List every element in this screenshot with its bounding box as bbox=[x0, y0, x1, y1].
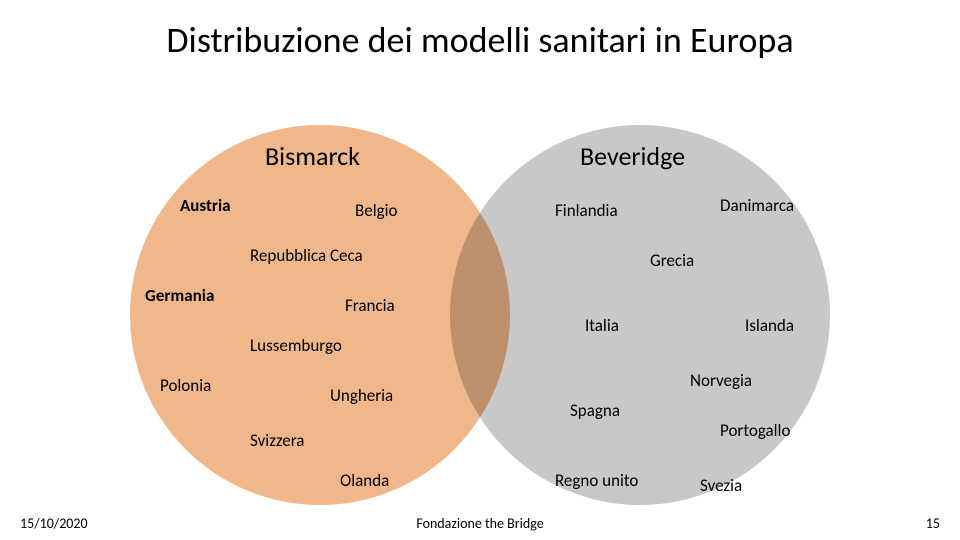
country-finlandia: Finlandia bbox=[555, 200, 618, 221]
country-ungheria: Ungheria bbox=[330, 385, 393, 406]
venn-label-bismarck: Bismarck bbox=[265, 140, 360, 172]
country-germania: Germania bbox=[145, 285, 214, 306]
footer-page: 15 bbox=[926, 515, 940, 532]
country-belgio: Belgio bbox=[355, 200, 397, 221]
country-portogallo: Portogallo bbox=[720, 420, 790, 441]
venn-circle-bismarck bbox=[130, 125, 510, 505]
country-svizzera: Svizzera bbox=[250, 430, 304, 451]
country-norvegia: Norvegia bbox=[690, 370, 752, 391]
venn-diagram: Bismarck Beveridge Austria Belgio Repubbli… bbox=[0, 100, 960, 500]
country-lussemburgo: Lussemburgo bbox=[250, 335, 342, 356]
country-olanda: Olanda bbox=[340, 470, 389, 491]
country-spagna: Spagna bbox=[570, 400, 620, 421]
country-francia: Francia bbox=[345, 295, 395, 316]
country-italia: Italia bbox=[585, 315, 619, 336]
country-austria: Austria bbox=[180, 195, 231, 216]
country-islanda: Islanda bbox=[745, 315, 794, 336]
country-regno-unito: Regno unito bbox=[555, 470, 638, 491]
country-polonia: Polonia bbox=[160, 375, 211, 396]
country-repubblica-ceca: Repubblica Ceca bbox=[250, 245, 363, 266]
footer-center: Fondazione the Bridge bbox=[0, 515, 960, 532]
country-svezia: Svezia bbox=[700, 475, 742, 496]
page-title: Distribuzione dei modelli sanitari in Eu… bbox=[0, 18, 960, 62]
country-danimarca: Danimarca bbox=[720, 195, 794, 216]
country-grecia: Grecia bbox=[650, 250, 694, 271]
venn-label-beveridge: Beveridge bbox=[580, 140, 685, 172]
